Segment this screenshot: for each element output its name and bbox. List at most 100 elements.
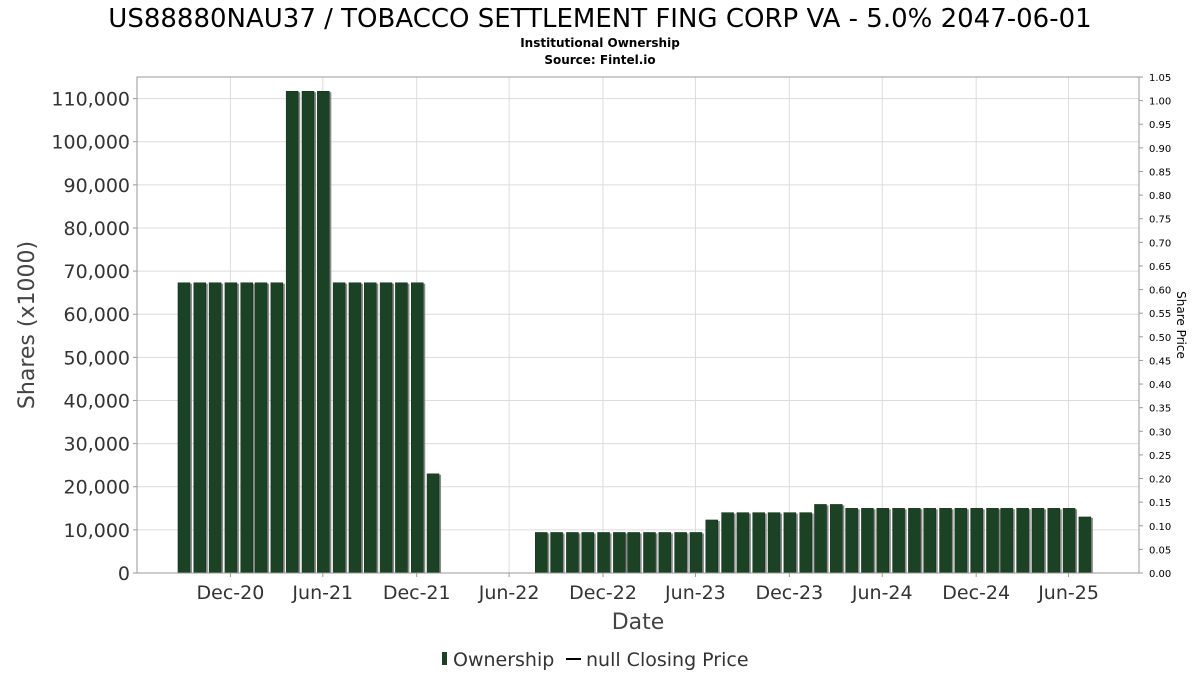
bar-fill: [224, 282, 238, 574]
bar-fill: [643, 532, 656, 574]
y-axis-ticks: 0 10,000 20,000 30,000 40,000 50,000 60,000 70,…: [51, 89, 137, 585]
bar: [954, 508, 969, 574]
bar: [613, 532, 628, 574]
bar-fill: [861, 508, 874, 574]
bar: [658, 532, 673, 574]
x-tick-label: Dec-22: [569, 582, 637, 604]
y2-tick-label: 0.40: [1149, 380, 1171, 391]
bar: [1031, 508, 1046, 574]
chart-title: US88880NAU37 / TOBACCO SETTLEMENT FING C…: [108, 4, 1091, 34]
bar-fill: [970, 508, 983, 574]
bar-fill: [1062, 508, 1076, 574]
bar: [767, 512, 783, 574]
bar-fill: [736, 512, 750, 574]
bar: [845, 508, 860, 574]
chart-subtitle: Institutional Ownership: [520, 36, 680, 50]
bar: [317, 90, 332, 574]
bar: [752, 512, 767, 574]
ownership-bars: [177, 90, 1093, 574]
x-tick-label: Dec-21: [383, 582, 451, 604]
bar: [783, 512, 798, 574]
bar-fill: [348, 282, 362, 574]
x-tick-label: Jun-23: [664, 582, 726, 604]
y2-tick-label: 0.00: [1149, 569, 1171, 580]
x-tick-label: Jun-24: [851, 582, 913, 604]
x-axis-ticks: Dec-20 Jun-21 Dec-21 Jun-22 Dec-22 Jun-23 Dec-…: [197, 573, 1099, 604]
y-tick-label: 40,000: [64, 390, 130, 412]
legend: Ownership null Closing Price: [442, 649, 749, 671]
y2-tick-label: 0.70: [1149, 238, 1171, 249]
bar: [224, 282, 239, 574]
y-tick-label: 70,000: [64, 261, 130, 283]
bar: [426, 473, 442, 574]
bar: [908, 508, 923, 574]
legend-ownership-swatch: [442, 652, 447, 665]
bar: [736, 512, 751, 574]
y2-tick-label: 0.65: [1149, 262, 1171, 273]
bar: [923, 508, 938, 574]
bar: [986, 508, 1001, 574]
bar: [240, 282, 255, 574]
y2-tick-label: 0.50: [1149, 333, 1171, 344]
y2-axis-ticks: 0.00 0.05 0.10 0.15 0.20 0.25 0.30 0.35 0.40 0.45…: [1139, 73, 1171, 580]
bar: [1047, 508, 1062, 574]
bar: [674, 532, 689, 574]
bar: [627, 532, 642, 574]
bar-fill: [208, 282, 222, 574]
bar: [861, 508, 876, 574]
bar: [799, 512, 814, 574]
bar-fill: [814, 504, 827, 574]
bar-fill: [379, 282, 393, 574]
bar-fill: [177, 282, 191, 574]
y2-tick-label: 0.95: [1149, 120, 1171, 131]
chart-source: Source: Fintel.io: [544, 53, 655, 67]
bar-fill: [1078, 516, 1092, 574]
legend-ownership-label: Ownership: [453, 649, 554, 671]
y2-tick-label: 0.10: [1149, 522, 1171, 533]
bar: [270, 282, 285, 574]
y2-tick-label: 0.25: [1149, 451, 1171, 462]
bar-fill: [597, 532, 610, 574]
bar: [395, 282, 410, 574]
bar-fill: [939, 508, 952, 574]
bar-fill: [1000, 508, 1014, 574]
y2-tick-label: 0.15: [1149, 498, 1171, 509]
bar-fill: [240, 282, 253, 574]
bar: [285, 90, 301, 574]
y2-tick-label: 0.35: [1149, 404, 1171, 415]
y2-tick-label: 1.00: [1149, 97, 1171, 108]
y-axis-label: Shares (x1000): [15, 241, 40, 409]
bar-fill: [908, 508, 921, 574]
y2-tick-label: 1.05: [1149, 73, 1171, 84]
bar: [364, 282, 379, 574]
bar: [814, 504, 829, 574]
bar: [643, 532, 658, 574]
x-tick-label: Jun-21: [291, 582, 353, 604]
bar: [550, 532, 565, 574]
y-tick-label: 100,000: [51, 132, 130, 154]
bar-fill: [301, 90, 315, 574]
y2-tick-label: 0.90: [1149, 144, 1171, 155]
y2-tick-label: 0.75: [1149, 215, 1171, 226]
bar-fill: [395, 282, 408, 574]
x-tick-label: Dec-23: [755, 582, 823, 604]
y2-tick-label: 0.20: [1149, 475, 1171, 486]
bar: [1000, 508, 1015, 574]
bar-fill: [845, 508, 858, 574]
bar: [332, 282, 348, 574]
bar-fill: [705, 519, 719, 574]
bar-fill: [986, 508, 999, 574]
bar-fill: [270, 282, 284, 574]
bar-fill: [892, 508, 905, 574]
bar-fill: [752, 512, 765, 574]
y2-tick-label: 0.60: [1149, 286, 1171, 297]
bar: [892, 508, 907, 574]
bar-fill: [613, 532, 626, 574]
bar: [830, 504, 845, 574]
bar: [705, 519, 720, 574]
bar-fill: [535, 532, 548, 574]
bar-fill: [317, 90, 330, 574]
bar: [254, 282, 270, 574]
